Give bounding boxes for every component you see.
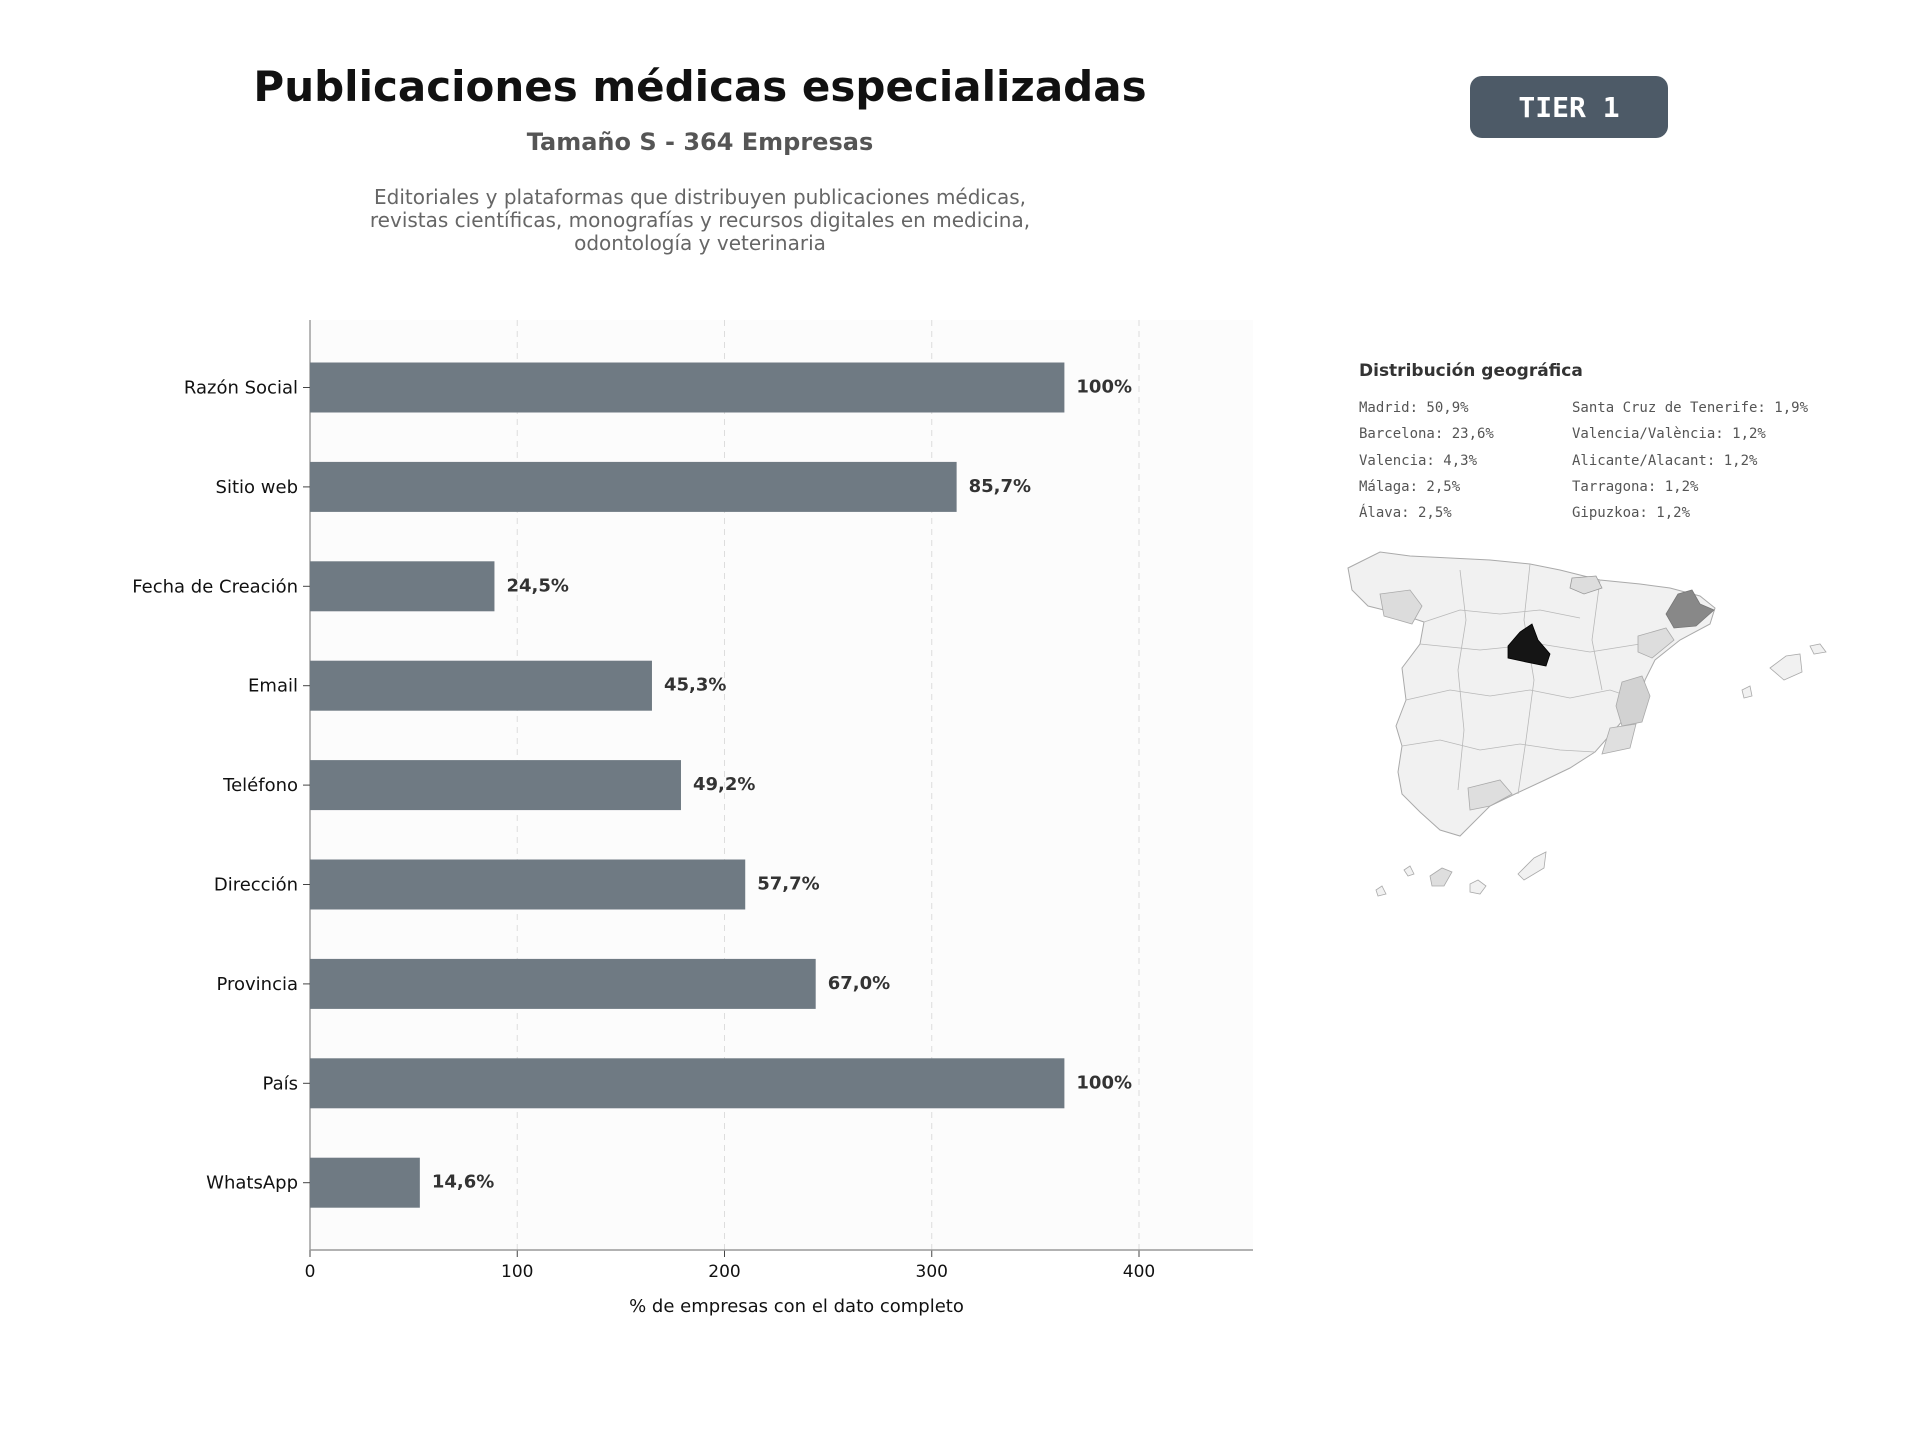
x-tick-label: 200 [708, 1262, 740, 1282]
page-subtitle: Tamaño S - 364 Empresas [526, 128, 874, 156]
data-label: 24,5% [506, 575, 568, 596]
category-label: Sitio web [216, 477, 298, 498]
data-label: 57,7% [757, 874, 819, 895]
bar [310, 760, 681, 811]
map-region-valencia [1615, 675, 1651, 727]
map-balearic-islands [1769, 653, 1803, 681]
geo-title: Distribución geográfica [1359, 361, 1583, 381]
geo-item: Málaga: 2,5% [1359, 478, 1461, 495]
x-axis-label: % de empresas con el dato completo [629, 1296, 964, 1317]
tier-badge: TIER 1 [1470, 76, 1668, 138]
map-region-alava [1569, 575, 1603, 595]
map-balearic-islands [1809, 643, 1827, 655]
category-label: Razón Social [184, 378, 298, 399]
map-canary-islands [1375, 885, 1387, 897]
map-canary-islands [1429, 867, 1453, 887]
map-province-borders [1401, 563, 1641, 795]
data-label: 45,3% [664, 675, 726, 696]
map-canary-islands [1517, 851, 1547, 881]
geo-item: Madrid: 50,9% [1359, 400, 1469, 416]
map-region-galicia [1379, 589, 1423, 625]
category-label: Provincia [216, 974, 298, 995]
bar [310, 461, 957, 512]
geo-item: Barcelona: 23,6% [1359, 426, 1494, 443]
data-label: 100% [1076, 377, 1132, 398]
map-canary-islands [1469, 879, 1487, 895]
data-label: 85,7% [969, 476, 1031, 497]
category-label: Fecha de Creación [132, 576, 298, 597]
bar-chart: 0 100 200 300 400 Razón Social 100% Sitio web 85… [132, 320, 1253, 1317]
page-title: Publicaciones médicas especializadas [253, 62, 1147, 111]
category-label: WhatsApp [206, 1173, 298, 1194]
category-label: Teléfono [222, 775, 298, 796]
description-line: revistas científicas, monografías y recu… [369, 208, 1031, 232]
category-label: Email [248, 676, 298, 697]
bar [310, 660, 652, 711]
bar [310, 859, 746, 910]
description: Editoriales y plataformas que distribuye… [300, 186, 1100, 255]
bar [310, 362, 1065, 413]
data-label: 100% [1076, 1072, 1132, 1093]
data-label: 14,6% [432, 1172, 494, 1193]
map-canary-islands [1403, 865, 1415, 877]
x-tick-label: 100 [501, 1262, 533, 1282]
bar [310, 958, 816, 1009]
map-region-alicante [1601, 723, 1637, 755]
x-tick-label: 300 [916, 1262, 948, 1282]
data-label: 67,0% [828, 973, 890, 994]
data-label: 49,2% [693, 774, 755, 795]
map-region-madrid [1507, 623, 1551, 667]
description-line: Editoriales y plataformas que distribuye… [373, 185, 1027, 209]
category-label: Dirección [214, 875, 298, 896]
map-region-barcelona [1665, 589, 1715, 629]
description-line: odontología y veterinaria [574, 231, 826, 255]
geo-list-right: Santa Cruz de Tenerife: 1,9% Valencia/Va… [1572, 398, 1808, 529]
map-region-tarragona [1637, 627, 1675, 659]
x-tick-label: 0 [305, 1262, 316, 1282]
bar [310, 1058, 1065, 1109]
x-tick-label: 400 [1123, 1262, 1155, 1282]
geo-item: Álava: 2,5% [1359, 505, 1452, 522]
bar [310, 1157, 420, 1208]
category-label: País [263, 1073, 298, 1094]
geo-item: Valencia: 4,3% [1359, 452, 1478, 469]
map-region-malaga [1467, 779, 1513, 811]
geo-item: Valencia/València: 1,2% [1572, 426, 1766, 443]
geo-item: Santa Cruz de Tenerife: 1,9% [1572, 400, 1809, 416]
bar [310, 561, 495, 612]
geo-item: Gipuzkoa: 1,2% [1572, 505, 1691, 522]
spain-map [1347, 551, 1827, 897]
map-mainland [1347, 551, 1716, 837]
geo-item: Alicante/Alacant: 1,2% [1572, 452, 1758, 469]
geo-item: Tarragona: 1,2% [1572, 478, 1699, 495]
geo-list-left: Madrid: 50,9% Barcelona: 23,6% Valencia:… [1359, 398, 1494, 529]
map-balearic-islands [1741, 685, 1753, 699]
